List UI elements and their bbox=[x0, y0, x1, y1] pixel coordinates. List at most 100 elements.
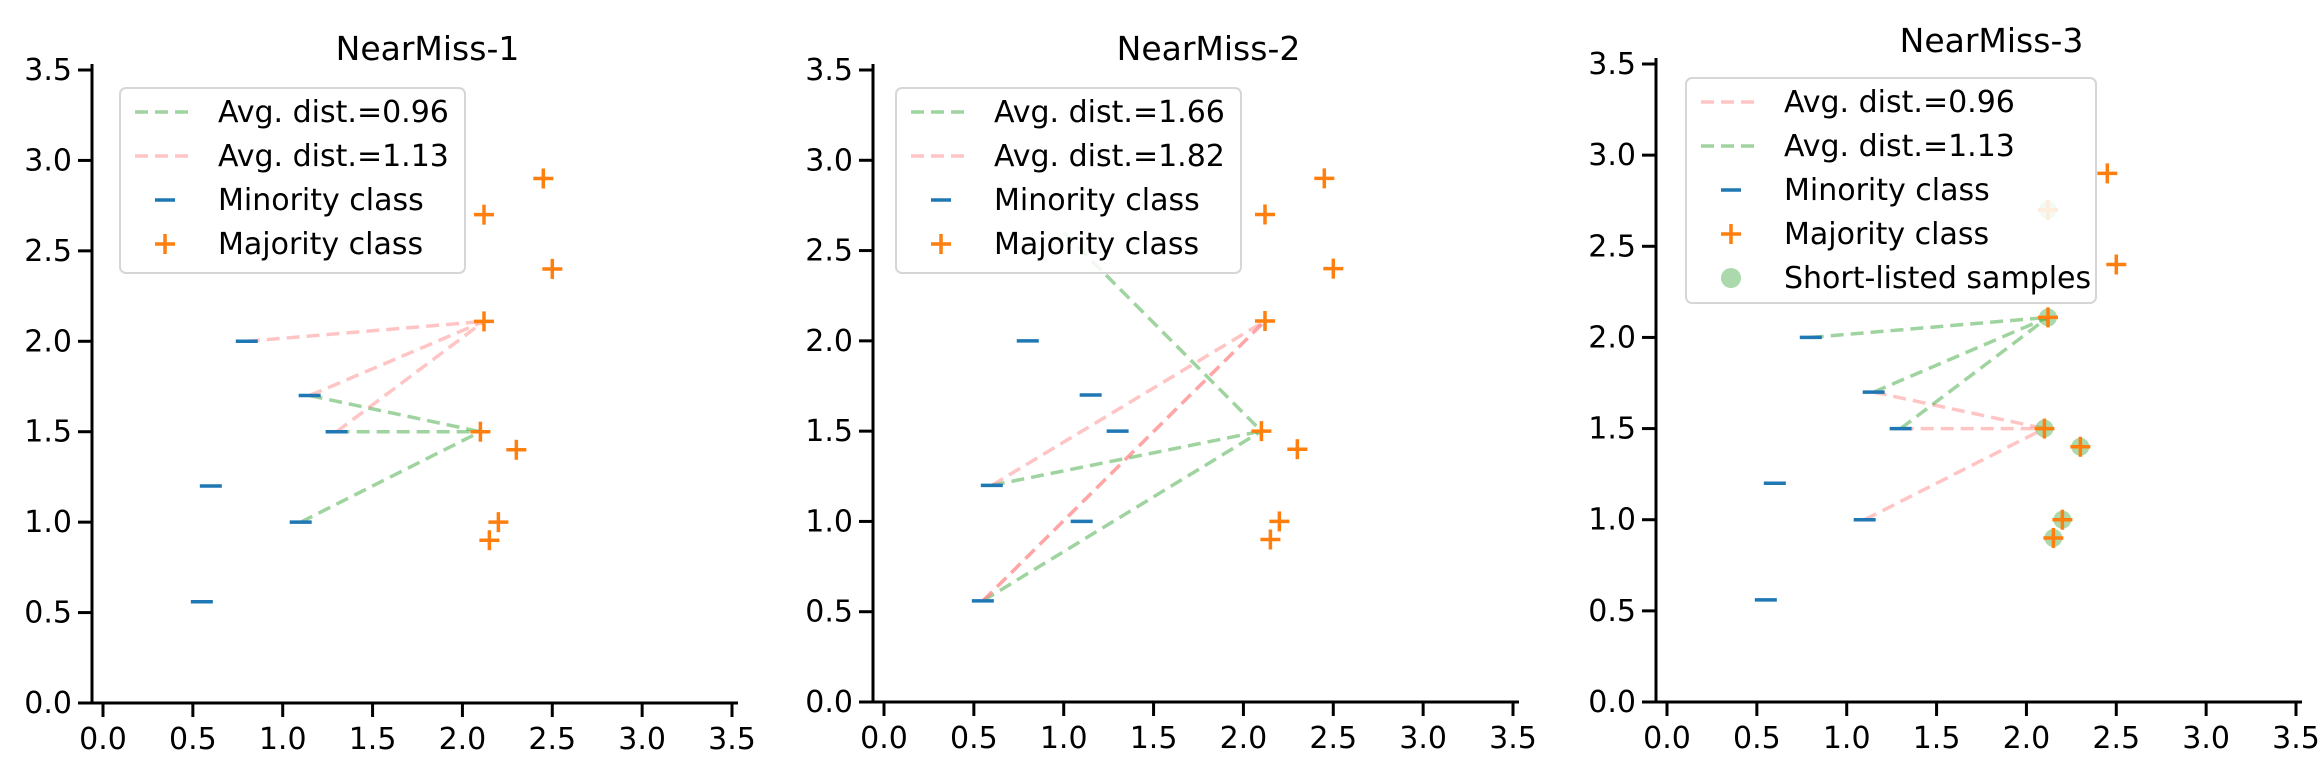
y-tick-label: 2.5 bbox=[805, 234, 853, 269]
majority-class-point bbox=[1254, 310, 1275, 331]
y-tick-label: 3.5 bbox=[1588, 47, 1636, 82]
legend-label: Majority class bbox=[1784, 217, 1989, 252]
distance-line bbox=[1863, 427, 2046, 522]
y-tick-label: 0.5 bbox=[1588, 594, 1636, 629]
distance-line bbox=[1873, 390, 2045, 431]
panel-nearmiss-2: NearMiss-2 0.0 0.5 1.0 1.5 2.0 2.5 3.0 3.5 0.0 0.5… bbox=[805, 29, 1537, 756]
distance-line bbox=[991, 429, 1262, 488]
distance-line bbox=[308, 319, 485, 398]
x-tick-label: 1.0 bbox=[1823, 721, 1871, 756]
majority-class-point bbox=[1251, 421, 1272, 442]
majority-class-point bbox=[473, 204, 494, 225]
distance-lines-2 bbox=[981, 319, 1267, 603]
distance-line bbox=[1899, 315, 2050, 430]
y-tick-label: 3.5 bbox=[805, 53, 853, 88]
distance-lines-1 bbox=[1863, 390, 2046, 522]
distance-lines-1 bbox=[299, 393, 482, 524]
y-tick-label: 2.0 bbox=[24, 324, 72, 359]
y-tick-label: 3.5 bbox=[24, 53, 72, 88]
x-tick-label: 0.0 bbox=[860, 721, 908, 756]
distance-line bbox=[335, 319, 486, 434]
legend-frame bbox=[119, 87, 466, 274]
y-tick-label: 0.0 bbox=[805, 685, 853, 720]
x-tick-label: 1.5 bbox=[1913, 721, 1961, 756]
legend-label: Short-listed samples bbox=[1784, 261, 2091, 296]
y-tick-label: 3.0 bbox=[805, 143, 853, 178]
y-tick-label: 1.0 bbox=[24, 505, 72, 540]
majority-class-point bbox=[542, 258, 563, 279]
legend-label: Minority class bbox=[218, 183, 424, 218]
x-tick-label: 0.0 bbox=[79, 722, 127, 757]
majority-class-point bbox=[2037, 307, 2058, 328]
majority-class-point bbox=[470, 421, 491, 442]
distance-line bbox=[990, 319, 1266, 487]
y-tick-label: 1.5 bbox=[24, 415, 72, 450]
x-tick-label: 0.0 bbox=[1643, 721, 1691, 756]
chart-title: NearMiss-2 bbox=[1117, 29, 1301, 68]
majority-class-point bbox=[2043, 527, 2064, 548]
legend-label: Minority class bbox=[1784, 173, 1990, 208]
x-tick-label: 2.0 bbox=[439, 722, 487, 757]
legend: Avg. dist.=0.96 Avg. dist.=1.13 Minority c… bbox=[119, 87, 466, 274]
majority-class-point bbox=[2070, 436, 2091, 457]
x-tick-label: 1.5 bbox=[349, 722, 397, 757]
y-tick-label: 2.5 bbox=[1588, 229, 1636, 264]
majority-class-point bbox=[473, 311, 494, 332]
y-tick-label: 1.0 bbox=[805, 504, 853, 539]
majority-class-point bbox=[488, 512, 509, 533]
majority-class-point bbox=[1287, 439, 1308, 460]
majority-class-point bbox=[1269, 511, 1290, 532]
panel-nearmiss-1: NearMiss-1 0.0 0.5 1.0 1.5 2.0 2.5 3.0 3.5 0.0 0.5… bbox=[24, 29, 756, 757]
majority-class-point bbox=[533, 168, 554, 189]
majority-class-point bbox=[1254, 204, 1275, 225]
y-tick-label: 0.0 bbox=[1588, 685, 1636, 720]
y-tick-label: 1.5 bbox=[805, 414, 853, 449]
x-tick-label: 2.0 bbox=[2003, 721, 2051, 756]
majority-class-point bbox=[2106, 254, 2127, 275]
majority-class-point bbox=[2052, 509, 2073, 530]
y-tick-label: 0.0 bbox=[24, 686, 72, 721]
x-tick-label: 1.0 bbox=[259, 722, 307, 757]
y-tick-label: 3.0 bbox=[1588, 138, 1636, 173]
y-tick-label: 2.0 bbox=[805, 324, 853, 359]
majority-class-point bbox=[506, 439, 527, 460]
majority-class-point bbox=[479, 530, 500, 551]
x-tick-label: 2.5 bbox=[528, 722, 576, 757]
y-tick-label: 2.0 bbox=[1588, 320, 1636, 355]
legend-label: Avg. dist.=1.66 bbox=[994, 95, 1225, 130]
legend-shortlisted-marker bbox=[1721, 268, 1741, 288]
y-tick-label: 1.0 bbox=[1588, 503, 1636, 538]
legend-label: Avg. dist.=1.13 bbox=[218, 139, 449, 174]
x-tick-label: 3.5 bbox=[708, 722, 756, 757]
legend-frame bbox=[1685, 77, 2097, 304]
majority-class-point bbox=[2034, 418, 2055, 439]
distance-line bbox=[981, 429, 1263, 603]
x-tick-label: 3.0 bbox=[618, 722, 666, 757]
distance-line bbox=[309, 393, 481, 434]
x-tick-label: 2.5 bbox=[1309, 721, 1357, 756]
x-tick-label: 3.0 bbox=[2182, 721, 2230, 756]
y-tick-label: 1.5 bbox=[1588, 412, 1636, 447]
distance-line bbox=[1872, 315, 2049, 394]
majority-class-point bbox=[1260, 529, 1281, 550]
x-tick-label: 3.0 bbox=[1399, 721, 1447, 756]
legend-frame bbox=[895, 87, 1242, 274]
y-tick-label: 0.5 bbox=[24, 596, 72, 631]
x-tick-label: 3.5 bbox=[2272, 721, 2320, 756]
legend-label: Majority class bbox=[994, 227, 1199, 262]
distance-line bbox=[299, 430, 482, 524]
legend-label: Avg. dist.=0.96 bbox=[218, 95, 449, 130]
x-tick-label: 2.0 bbox=[1220, 721, 1268, 756]
x-tick-label: 0.5 bbox=[169, 722, 217, 757]
distance-lines-1 bbox=[981, 231, 1263, 603]
legend-label: Majority class bbox=[218, 227, 423, 262]
legend: Avg. dist.=0.96 Avg. dist.=1.13 Minority c… bbox=[1685, 77, 2097, 304]
panel-nearmiss-3: NearMiss-3 0.0 0.5 1.0 1.5 2.0 2.5 3.0 3.5 0.0 0.5… bbox=[1588, 21, 2320, 756]
x-tick-label: 1.0 bbox=[1040, 721, 1088, 756]
distance-lines-2 bbox=[246, 319, 486, 434]
x-tick-label: 0.5 bbox=[950, 721, 998, 756]
legend-label: Avg. dist.=1.13 bbox=[1784, 129, 2015, 164]
legend-label: Avg. dist.=0.96 bbox=[1784, 85, 2015, 120]
y-tick-label: 2.5 bbox=[24, 234, 72, 269]
x-tick-label: 2.5 bbox=[2092, 721, 2140, 756]
